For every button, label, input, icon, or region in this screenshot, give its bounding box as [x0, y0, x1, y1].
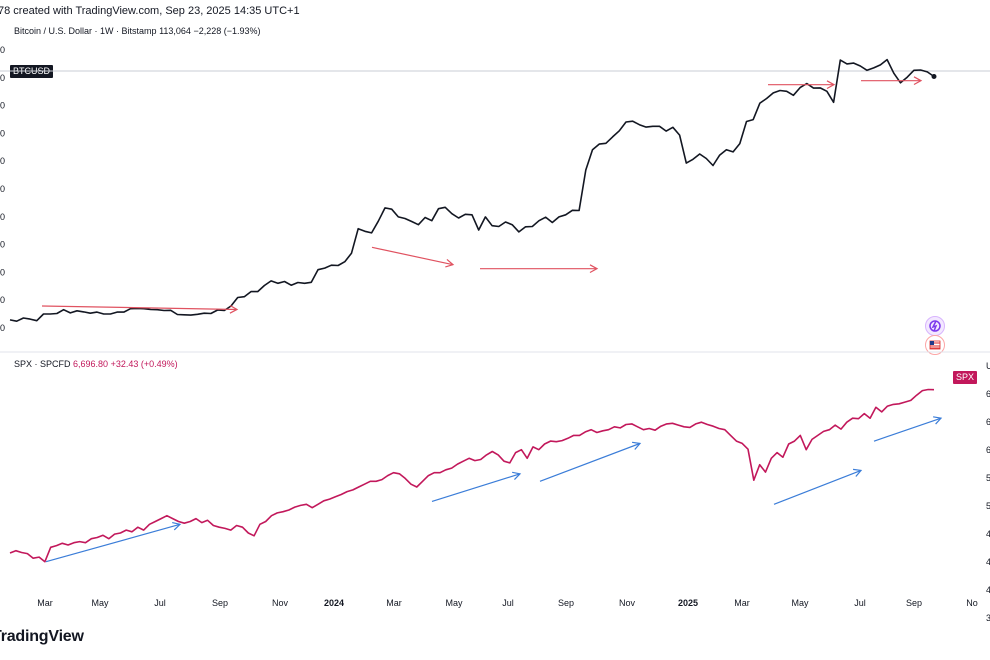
- btc-arrow-head: [913, 76, 923, 86]
- btc-legend[interactable]: Bitcoin / U.S. Dollar · 1W · Bitstamp 11…: [14, 26, 261, 36]
- us-flag-icon[interactable]: [925, 335, 945, 355]
- spx-y-tick: 3: [986, 613, 990, 623]
- spx-arrow-head: [631, 441, 642, 450]
- x-axis-tick: Mar: [386, 598, 402, 608]
- spx-symbol: SPX · SPCFD: [14, 359, 71, 369]
- spx-arrow-head: [512, 471, 522, 481]
- x-axis-tick: 2025: [678, 598, 698, 608]
- btc-arrow-head: [229, 304, 239, 314]
- btc-last-price: 113,064: [159, 26, 191, 36]
- x-axis-tick: Jul: [502, 598, 514, 608]
- spx-arrow-head: [852, 468, 863, 477]
- x-axis-tick: Nov: [619, 598, 636, 608]
- btc-y-tick: 0: [0, 101, 5, 111]
- spx-trend-arrow[interactable]: [539, 442, 641, 482]
- btc-y-tick: 0: [0, 128, 5, 138]
- spx-y-tick: 5: [986, 501, 990, 511]
- spx-y-tick: 6: [986, 445, 990, 455]
- btc-trend-arrow[interactable]: [371, 246, 454, 266]
- spx-price-line[interactable]: [9, 388, 935, 563]
- caption-text: 78 created with TradingView.com, Sep 23,…: [0, 5, 300, 17]
- btc-trend-arrow[interactable]: [41, 305, 238, 311]
- x-axis-tick: No: [966, 598, 978, 608]
- x-axis-tick: Jul: [154, 598, 166, 608]
- x-axis-tick: Sep: [212, 598, 228, 608]
- x-axis-tick: Sep: [558, 598, 574, 608]
- x-axis-tick: Mar: [734, 598, 750, 608]
- btc-arrow-head: [589, 264, 599, 274]
- spx-arrow-head: [933, 416, 943, 425]
- spx-trend-arrow[interactable]: [773, 469, 862, 505]
- x-axis-tick: May: [791, 598, 809, 608]
- btc-y-tick: 0: [0, 45, 5, 55]
- x-axis-tick: 2024: [324, 598, 344, 608]
- btc-last-point[interactable]: [931, 73, 937, 79]
- btc-y-tick: 0: [0, 184, 5, 194]
- btc-y-tick: 0: [0, 240, 5, 250]
- tradingview-logo[interactable]: TradingView: [0, 628, 84, 645]
- btc-price-line[interactable]: [9, 58, 935, 322]
- spx-y-tick: 6: [986, 417, 990, 427]
- chart-caption: 78 created with TradingView.com, Sep 23,…: [0, 0, 990, 22]
- spx-trend-arrow[interactable]: [45, 523, 181, 563]
- btc-y-tick: 0: [0, 212, 5, 222]
- btc-change: −2,228 (−1.93%): [193, 26, 261, 36]
- btc-arrow-head: [445, 258, 455, 268]
- btc-y-tick: 0: [0, 267, 5, 277]
- btc-y-tick: 0: [0, 156, 5, 166]
- x-axis-tick: Sep: [906, 598, 922, 608]
- x-axis-tick: May: [91, 598, 109, 608]
- spx-legend[interactable]: SPX · SPCFD 6,696.80 +32.43 (+0.49%): [14, 359, 178, 369]
- spx-arrow-head: [172, 521, 182, 531]
- spx-y-tick: 5: [986, 473, 990, 483]
- btc-arrow-head: [826, 80, 836, 90]
- spx-price-tag: SPX: [953, 371, 978, 384]
- spx-trend-arrow[interactable]: [873, 417, 942, 442]
- spx-y-tick: U: [986, 361, 990, 371]
- spx-y-tick: 4: [986, 585, 990, 595]
- spx-last-price: 6,696.80: [73, 359, 109, 369]
- btc-y-tick: 0: [0, 73, 5, 83]
- btc-y-tick: 0: [0, 323, 5, 333]
- spx-change: +32.43 (+0.49%): [110, 359, 178, 369]
- spx-y-tick: 4: [986, 529, 990, 539]
- btc-symbol: Bitcoin / U.S. Dollar · 1W · Bitstamp: [14, 26, 157, 36]
- spx-y-tick: 4: [986, 557, 990, 567]
- x-axis-tick: Nov: [272, 598, 289, 608]
- spx-y-tick: 6: [986, 389, 990, 399]
- spx-trend-arrow[interactable]: [431, 473, 521, 502]
- x-axis-tick: May: [445, 598, 463, 608]
- x-axis-tick: Jul: [854, 598, 866, 608]
- btc-y-tick: 0: [0, 295, 5, 305]
- x-axis-tick: Mar: [37, 598, 53, 608]
